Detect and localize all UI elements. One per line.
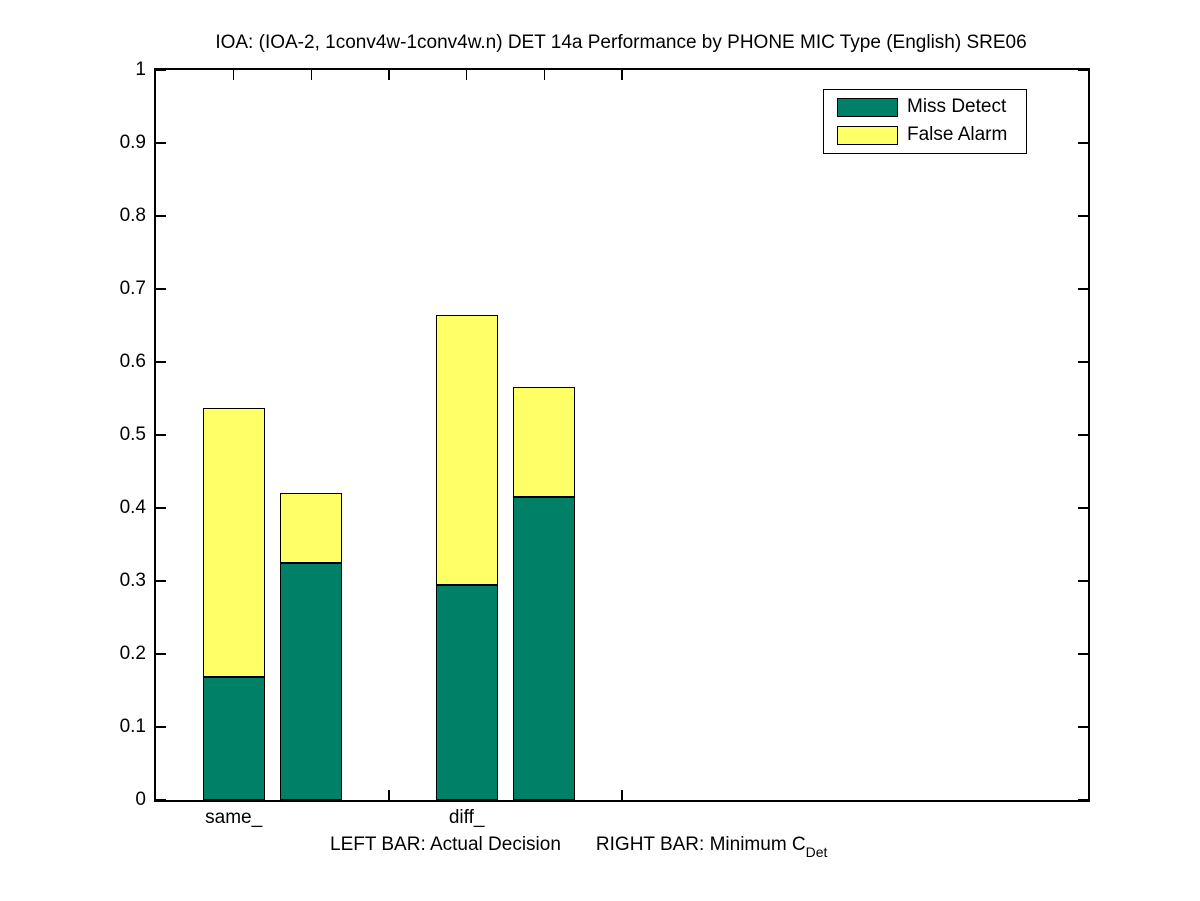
caption-right-bar: RIGHT BAR: Minimum C [595, 834, 806, 855]
y-tick-left [156, 215, 166, 217]
legend: Miss Detect False Alarm [823, 89, 1027, 154]
bar-segment-miss-detect [513, 497, 576, 800]
x-tick-top [543, 70, 546, 80]
y-tick-label: 0.8 [119, 205, 146, 226]
y-tick-right [1078, 288, 1088, 290]
legend-swatch-false-alarm [837, 125, 898, 145]
y-tick-label: 0.9 [119, 132, 146, 153]
legend-swatch-miss-detect [837, 97, 898, 117]
y-tick-right [1078, 726, 1088, 728]
y-tick-label: 0.3 [119, 570, 146, 591]
bar-segment-false-alarm [513, 386, 576, 498]
y-tick-label: 0.6 [119, 351, 146, 372]
y-tick-right [1078, 361, 1088, 363]
y-tick-label: 0.2 [119, 643, 146, 664]
y-tick-label: 1 [135, 59, 146, 80]
bar-segment-miss-detect [280, 562, 343, 800]
y-tick-left [156, 726, 166, 728]
y-tick-left [156, 288, 166, 290]
y-tick-right [1078, 215, 1088, 217]
x-tick-top [621, 70, 623, 80]
caption-left-bar: LEFT BAR: Actual Decision [330, 834, 561, 855]
y-tick-right [1078, 507, 1088, 509]
y-tick-label: 0.7 [119, 278, 146, 299]
y-tick-left [156, 799, 166, 801]
x-tick-label: same_ [205, 807, 263, 828]
bar-segment-false-alarm [435, 315, 498, 585]
y-tick-right [1078, 434, 1088, 436]
x-tick-top [465, 70, 468, 80]
bar-segment-miss-detect [435, 584, 498, 800]
legend-label: False Alarm [907, 124, 1008, 145]
x-axis-caption: LEFT BAR: Actual Decision RIGHT BAR: Mini… [330, 833, 828, 860]
y-tick-label: 0 [135, 789, 146, 810]
x-tick-label: diff_ [448, 807, 485, 828]
x-tick-bottom [388, 790, 390, 800]
legend-entry: Miss Detect [824, 96, 1006, 118]
x-tick-bottom [621, 790, 623, 800]
y-tick-label: 0.1 [119, 716, 146, 737]
y-tick-right [1078, 69, 1088, 71]
legend-label: Miss Detect [907, 96, 1007, 117]
y-tick-right [1078, 799, 1088, 801]
caption-right-subscript: Det [805, 844, 828, 860]
chart-title: IOA: (IOA-2, 1conv4w-1conv4w.n) DET 14a … [215, 32, 1027, 53]
y-tick-left [156, 361, 166, 363]
y-tick-left [156, 507, 166, 509]
y-tick-left [156, 653, 166, 655]
bar-segment-false-alarm [202, 407, 265, 678]
bar-segment-false-alarm [280, 493, 343, 563]
y-tick-right [1078, 142, 1088, 144]
x-tick-top [232, 70, 235, 80]
y-tick-right [1078, 653, 1088, 655]
plot-area [154, 68, 1090, 802]
x-tick-top [388, 70, 390, 80]
y-tick-right [1078, 580, 1088, 582]
x-tick-top [310, 70, 313, 80]
y-tick-label: 0.4 [119, 497, 146, 518]
y-tick-left [156, 434, 166, 436]
y-tick-left [156, 580, 166, 582]
y-tick-left [156, 69, 166, 71]
legend-entry: False Alarm [824, 124, 1007, 146]
y-tick-label: 0.5 [119, 424, 146, 445]
y-tick-left [156, 142, 166, 144]
bar-segment-miss-detect [202, 677, 265, 800]
